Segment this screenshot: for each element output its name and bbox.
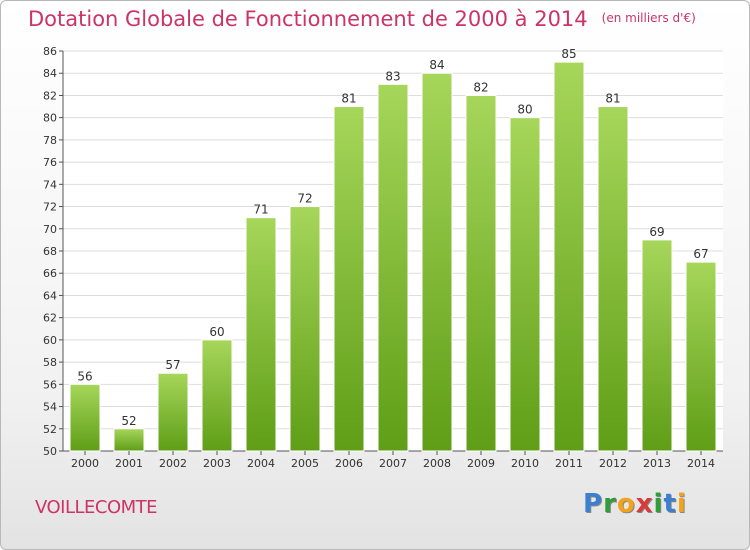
commune-name: VOILLECOMTE [35,497,158,518]
x-tick-label: 2002 [159,457,187,470]
y-tick-label: 52 [43,423,57,436]
x-tick-label: 2001 [115,457,143,470]
y-tick-label: 68 [43,245,57,258]
data-label: 80 [517,103,532,117]
logo-letter: i [653,489,664,519]
chart-title: Dotation Globale de Fonctionnement de 20… [28,7,696,31]
data-label: 57 [165,358,180,372]
data-label: 84 [429,58,444,72]
data-label: 69 [649,225,664,239]
bar [553,61,585,452]
data-label: 56 [77,369,92,383]
x-tick-label: 2003 [203,457,231,470]
chart-title-text: Dotation Globale de Fonctionnement de 20… [28,7,588,31]
bar [509,117,541,452]
data-label: 52 [121,414,136,428]
y-tick-label: 74 [43,178,57,191]
chart-unit-note: (en milliers d'€) [601,11,696,25]
logo-letter: x [635,489,654,519]
y-tick-label: 76 [43,156,57,169]
logo-letter: r [603,489,617,519]
y-tick-label: 56 [43,378,57,391]
y-tick-label: 62 [43,312,57,325]
bar [641,239,673,452]
data-label: 71 [253,203,268,217]
x-tick-label: 2011 [555,457,583,470]
data-label: 85 [561,47,576,61]
logo-letter: t [663,489,677,519]
y-tick-label: 60 [43,334,57,347]
x-tick-label: 2009 [467,457,495,470]
bar [421,72,453,452]
x-tick-label: 2014 [687,457,715,470]
data-label: 81 [605,92,620,106]
data-label: 82 [473,80,488,94]
proxiti-logo: Proxiti [583,489,687,519]
x-tick-label: 2012 [599,457,627,470]
bar [69,383,101,452]
y-tick-label: 84 [43,67,57,80]
x-tick-label: 2000 [71,457,99,470]
bar [685,261,717,452]
y-tick-label: 86 [43,45,57,58]
y-tick-label: 54 [43,401,57,414]
logo-letter: P [583,489,604,519]
data-label: 60 [209,325,224,339]
y-tick-label: 82 [43,89,57,102]
x-tick-label: 2010 [511,457,539,470]
x-tick-label: 2005 [291,457,319,470]
logo-letter: i [676,489,687,519]
bar [157,372,189,452]
y-tick-label: 72 [43,201,57,214]
bar [597,106,629,452]
bar [201,339,233,452]
data-label: 67 [693,247,708,261]
data-label: 72 [297,192,312,206]
data-label: 81 [341,92,356,106]
bar [113,428,145,452]
y-tick-label: 58 [43,356,57,369]
y-tick-label: 50 [43,445,57,458]
bar [245,217,277,452]
x-tick-label: 2004 [247,457,275,470]
x-tick-label: 2013 [643,457,671,470]
y-tick-label: 66 [43,267,57,280]
data-label: 83 [385,69,400,83]
x-tick-label: 2008 [423,457,451,470]
bar [465,94,497,452]
y-tick-label: 80 [43,112,57,125]
x-tick-label: 2007 [379,457,407,470]
y-tick-label: 64 [43,289,57,302]
y-tick-label: 70 [43,223,57,236]
logo-letter: o [616,489,636,519]
bar [377,83,409,452]
y-tick-label: 78 [43,134,57,147]
bar [289,206,321,452]
x-tick-label: 2006 [335,457,363,470]
bar [333,106,365,452]
